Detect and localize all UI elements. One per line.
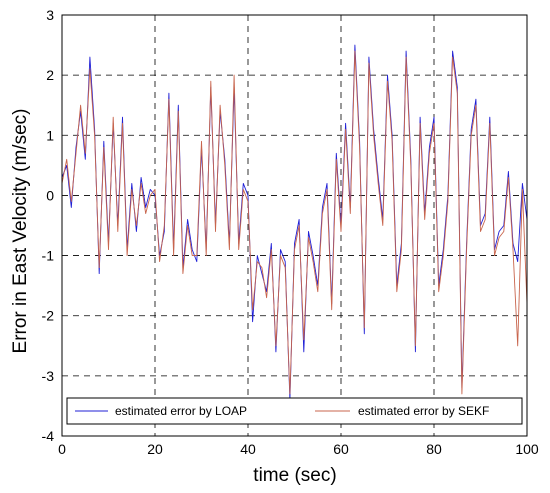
- x-tick-label: 100: [515, 441, 539, 457]
- x-tick-label: 80: [426, 441, 442, 457]
- legend-box: [66, 397, 523, 425]
- y-tick-label: -1: [42, 248, 55, 264]
- grid-lines: [62, 15, 527, 436]
- x-tick-label: 60: [333, 441, 349, 457]
- y-tick-label: 0: [46, 187, 54, 203]
- y-tick-label: 2: [46, 67, 54, 83]
- x-tick-label: 20: [147, 441, 163, 457]
- y-axis-label: Error in East Velocity (m/sec): [10, 109, 31, 354]
- x-tick-label: 40: [240, 441, 256, 457]
- x-tick-label: 0: [58, 441, 66, 457]
- legend-label-loap: estimated error by LOAP: [115, 404, 247, 418]
- y-tick-label: 1: [46, 127, 54, 143]
- series-layer: [61, 44, 528, 401]
- y-tick-label: 3: [46, 7, 54, 23]
- y-tick-label: -4: [42, 428, 55, 444]
- legend-label-sekf: estimated error by SEKF: [358, 404, 489, 418]
- y-tick-label: -2: [42, 308, 55, 324]
- x-axis-label: time (sec): [253, 465, 336, 486]
- y-tick-label: -3: [42, 368, 55, 384]
- legend: estimated error by LOAP estimated error …: [66, 397, 523, 425]
- plot-frame: [61, 14, 528, 437]
- axis-ticks: 0 20 40 60 80 100 -4 -3 -2 -1 0 1 2 3: [42, 7, 539, 457]
- series-line-sekf: [61, 50, 528, 395]
